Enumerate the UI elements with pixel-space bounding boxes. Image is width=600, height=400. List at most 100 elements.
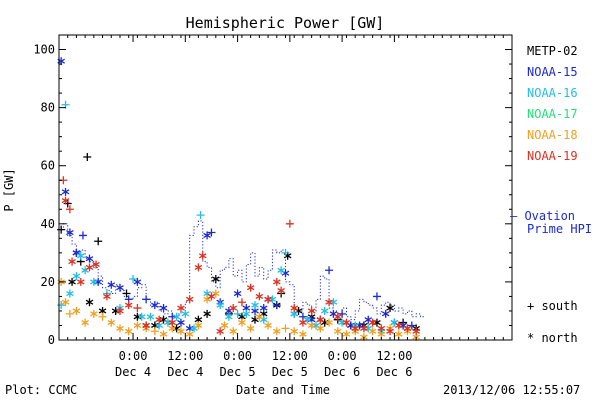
point-noaa-18 — [281, 324, 290, 333]
point-noaa-19 — [198, 251, 207, 260]
point-noaa-18 — [116, 324, 124, 333]
point-noaa-15 — [151, 301, 159, 310]
point-noaa-19 — [255, 292, 264, 301]
point-noaa-19 — [194, 263, 203, 272]
point-noaa-16 — [196, 211, 205, 220]
point-noaa-19 — [277, 286, 285, 295]
point-noaa-19 — [333, 312, 342, 321]
point-noaa-16 — [66, 289, 74, 298]
x-tick-time: 12:00 — [376, 349, 412, 363]
y-tick-label: 60 — [41, 159, 55, 173]
point-noaa-15 — [281, 269, 290, 278]
point-noaa-16 — [129, 275, 138, 283]
y-tick-label: 0 — [48, 333, 55, 347]
point-noaa-18 — [394, 330, 403, 339]
point-noaa-18 — [368, 327, 377, 336]
point-noaa-15 — [372, 292, 381, 301]
point-noaa-15 — [347, 321, 355, 330]
point-noaa-15 — [177, 318, 185, 327]
point-noaa-18 — [107, 318, 116, 327]
point-noaa-15 — [61, 187, 70, 196]
y-tick-label: 100 — [33, 43, 55, 57]
x-tick-date: Dec 4 — [115, 365, 151, 379]
x-tick-time: 0:00 — [223, 349, 252, 363]
legend-marker-north: * north — [527, 331, 578, 345]
point-noaa-19 — [316, 315, 325, 324]
point-metp-02 — [251, 315, 259, 324]
x-tick-date: Dec 6 — [324, 365, 360, 379]
point-noaa-18 — [150, 327, 159, 336]
point-noaa-15 — [233, 289, 242, 298]
point-noaa-19 — [155, 315, 163, 324]
point-noaa-16 — [190, 324, 198, 333]
point-noaa-18 — [220, 321, 229, 330]
point-noaa-18 — [194, 321, 203, 330]
point-noaa-15 — [207, 228, 216, 237]
point-noaa-15 — [94, 277, 103, 286]
legend-entry-noaa-16: NOAA-16 — [527, 86, 578, 100]
point-noaa-19 — [307, 306, 316, 315]
point-noaa-19 — [351, 324, 359, 333]
legend-ovation-line2: Prime HPI — [527, 222, 592, 236]
point-noaa-19 — [92, 260, 100, 269]
point-noaa-15 — [203, 231, 211, 240]
point-noaa-16 — [90, 277, 98, 286]
footer-plot-credit: Plot: CCMC — [5, 383, 77, 397]
point-noaa-19 — [237, 298, 246, 307]
point-noaa-18 — [61, 298, 70, 307]
point-noaa-19 — [207, 292, 216, 301]
point-noaa-15 — [338, 309, 347, 318]
point-noaa-18 — [203, 295, 211, 304]
point-noaa-19 — [299, 318, 307, 327]
x-tick-date: Dec 4 — [167, 365, 203, 379]
point-noaa-19 — [229, 304, 238, 313]
point-noaa-16 — [76, 251, 85, 260]
legend-entry-noaa-18: NOAA-18 — [527, 128, 578, 142]
point-noaa-15 — [66, 228, 74, 237]
point-noaa-19 — [185, 295, 194, 304]
point-noaa-19 — [124, 301, 133, 310]
point-noaa-16 — [164, 318, 172, 327]
point-noaa-16 — [259, 315, 268, 324]
point-noaa-15 — [272, 301, 281, 310]
point-noaa-16 — [312, 321, 320, 330]
point-noaa-18 — [65, 309, 74, 318]
point-noaa-15 — [78, 231, 87, 240]
point-metp-02 — [203, 309, 211, 318]
point-noaa-15 — [381, 309, 390, 318]
point-noaa-18 — [212, 289, 220, 298]
point-noaa-19 — [368, 318, 377, 327]
point-metp-02 — [294, 306, 303, 315]
point-metp-02 — [133, 312, 142, 321]
point-noaa-15 — [407, 321, 416, 330]
legend-marker-south: + south — [527, 299, 578, 313]
point-noaa-15 — [364, 315, 373, 324]
point-noaa-19 — [360, 324, 368, 333]
point-noaa-16 — [225, 312, 233, 321]
y-axis-label: P [GW] — [2, 168, 16, 211]
point-noaa-19 — [85, 263, 94, 272]
point-noaa-18 — [342, 330, 351, 339]
point-noaa-19 — [65, 205, 74, 214]
point-noaa-16 — [81, 266, 89, 275]
point-noaa-16 — [172, 312, 181, 321]
x-tick-date: Dec 5 — [272, 365, 308, 379]
point-noaa-19 — [272, 277, 281, 286]
point-noaa-16 — [233, 309, 242, 318]
point-noaa-19 — [386, 327, 394, 336]
legend-entry-noaa-17: NOAA-17 — [527, 107, 578, 121]
point-noaa-16 — [137, 312, 146, 321]
point-noaa-16 — [281, 248, 290, 257]
point-noaa-16 — [329, 298, 338, 307]
footer-timestamp: 2013/12/06 12:55:07 — [443, 383, 580, 397]
point-noaa-18 — [290, 327, 299, 336]
chart-title: Hemispheric Power [GW] — [186, 14, 385, 32]
x-tick-time: 0:00 — [119, 349, 148, 363]
point-noaa-19 — [116, 306, 124, 315]
legend: METP-02 NOAA-15 NOAA-16 NOAA-17 NOAA-18 NOAA-… — [510, 44, 592, 345]
point-noaa-16 — [181, 309, 190, 318]
point-noaa-18 — [333, 327, 342, 336]
point-noaa-16 — [242, 309, 251, 318]
point-noaa-18 — [325, 318, 333, 327]
